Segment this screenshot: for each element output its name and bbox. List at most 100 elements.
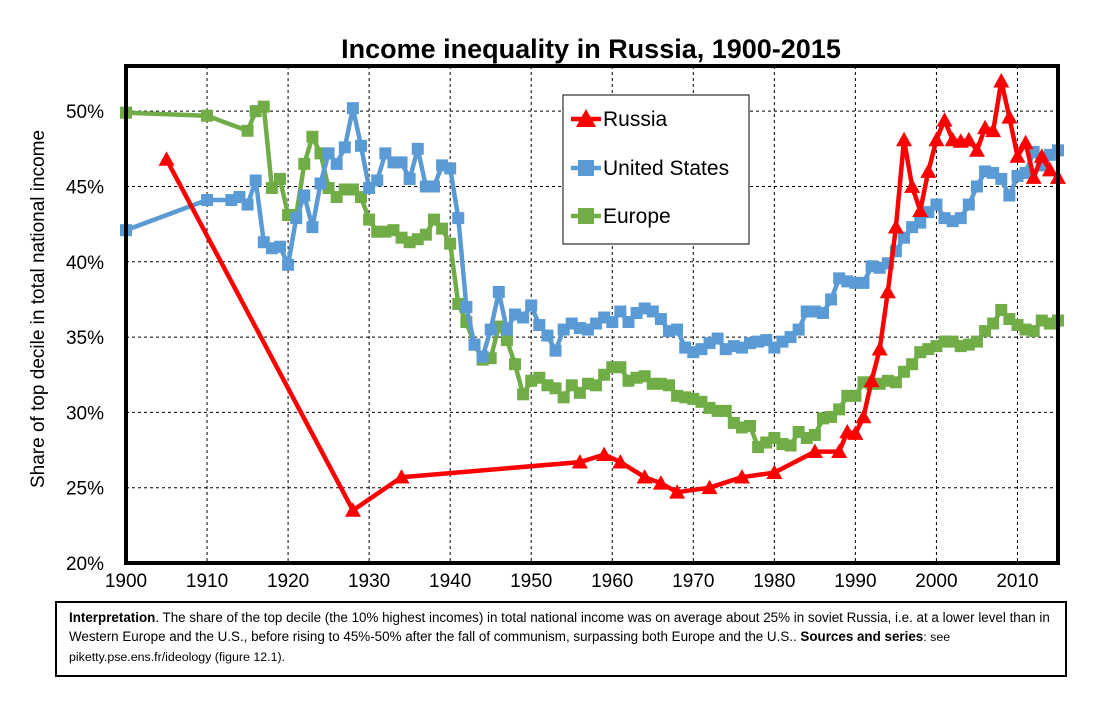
data-point — [1027, 325, 1040, 338]
data-point — [719, 404, 732, 417]
series-united-states — [120, 102, 1064, 363]
caption-sources-label: Sources and series — [800, 629, 924, 644]
legend-item-europe: Europe — [571, 205, 671, 228]
data-point — [912, 202, 929, 217]
data-point — [985, 122, 1002, 138]
data-point — [371, 174, 384, 187]
income-inequality-chart: Income inequality in Russia, 1900-2015 S… — [28, 34, 1066, 592]
x-tick-label: 1960 — [591, 571, 633, 592]
chart-title: Income inequality in Russia, 1900-2015 — [341, 34, 841, 64]
data-point — [338, 141, 351, 154]
x-tick-label: 1990 — [834, 571, 876, 592]
data-point — [596, 446, 613, 461]
data-point — [444, 162, 457, 175]
data-point — [273, 240, 286, 253]
data-point — [249, 105, 262, 118]
data-point — [849, 389, 862, 402]
data-point — [436, 222, 449, 235]
data-point — [898, 231, 911, 244]
legend-label: Russia — [603, 108, 668, 131]
x-tick-label: 1920 — [267, 571, 309, 592]
y-tick-label: 45% — [66, 177, 104, 198]
data-point — [306, 221, 319, 234]
data-point — [444, 237, 457, 250]
legend-label: Europe — [603, 205, 671, 228]
caption-lead: Interpretation — [69, 610, 156, 625]
series-lines — [120, 73, 1066, 517]
data-point — [970, 180, 983, 193]
data-point — [879, 283, 896, 299]
data-point — [614, 305, 627, 318]
data-point — [355, 191, 368, 204]
x-tick-label: 1980 — [753, 571, 795, 592]
data-point — [576, 109, 596, 127]
data-point — [806, 443, 823, 458]
data-point — [541, 329, 554, 342]
data-point — [241, 198, 254, 211]
data-point — [654, 313, 667, 326]
legend: Russia United States Europe — [562, 94, 750, 245]
y-axis-label: Share of top decile in total national in… — [28, 130, 49, 488]
data-point — [936, 112, 953, 127]
legend-item-united-states: United States — [571, 157, 729, 180]
data-point — [1017, 134, 1034, 150]
data-point — [968, 142, 985, 157]
data-point — [411, 142, 424, 155]
data-point — [306, 130, 319, 143]
data-point — [622, 316, 635, 329]
data-point — [549, 344, 562, 357]
data-point — [509, 308, 522, 321]
data-point — [831, 443, 848, 458]
data-point — [784, 439, 797, 452]
data-point — [509, 358, 522, 371]
data-point — [906, 358, 919, 371]
data-point — [492, 285, 505, 298]
data-point — [549, 382, 562, 395]
data-point — [484, 323, 497, 336]
data-point — [871, 341, 888, 356]
data-point — [792, 323, 805, 336]
data-point — [330, 157, 343, 170]
data-point — [273, 172, 286, 185]
data-point — [265, 181, 278, 194]
data-point — [855, 408, 872, 424]
x-tick-label: 1930 — [348, 571, 390, 592]
data-point — [711, 332, 724, 345]
data-point — [468, 338, 481, 351]
data-point — [970, 335, 983, 348]
data-point — [201, 194, 214, 207]
data-point — [671, 323, 684, 336]
data-point — [500, 323, 513, 336]
x-tick-label: 1910 — [186, 571, 228, 592]
data-point — [578, 208, 594, 224]
data-point — [928, 131, 945, 147]
data-point — [419, 228, 432, 241]
data-point — [733, 469, 750, 484]
data-point — [298, 189, 311, 202]
data-point — [896, 131, 913, 147]
data-point — [241, 124, 254, 137]
data-point — [808, 428, 821, 441]
y-tick-label: 50% — [66, 102, 104, 123]
y-tick-label: 40% — [66, 253, 104, 274]
y-tick-label: 25% — [66, 479, 104, 500]
data-point — [652, 475, 669, 490]
data-point — [158, 151, 175, 166]
data-point — [987, 317, 1000, 330]
data-point — [517, 388, 530, 401]
x-tick-label: 1900 — [105, 571, 147, 592]
data-point — [393, 469, 410, 484]
data-point — [460, 300, 473, 313]
data-point — [857, 276, 870, 289]
data-point — [904, 178, 921, 193]
data-point — [995, 303, 1008, 316]
data-point — [993, 73, 1010, 88]
data-point — [833, 403, 846, 416]
data-point — [452, 212, 465, 225]
caption-sources-text: : see piketty.pse.ens.fr/ideology (figur… — [69, 630, 951, 664]
gridlines — [126, 66, 1058, 563]
interpretation-caption: Interpretation. The share of the top dec… — [55, 601, 1067, 677]
data-point — [344, 502, 361, 517]
x-tick-label: 2010 — [996, 571, 1038, 592]
data-point — [346, 102, 359, 115]
